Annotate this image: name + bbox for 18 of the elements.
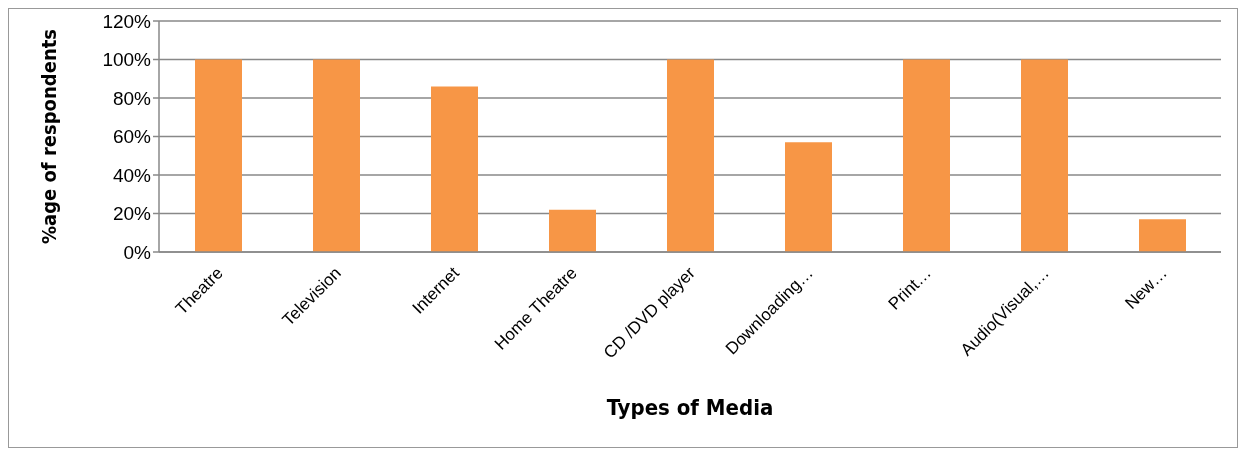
- y-tick-label: 80%: [112, 87, 152, 109]
- y-tick-label: 60%: [112, 126, 152, 148]
- y-tick-label: 0%: [123, 241, 152, 263]
- x-axis-title: Types of Media: [606, 395, 774, 420]
- y-tick-label: 40%: [112, 164, 152, 186]
- bar: [785, 142, 832, 252]
- bar: [313, 59, 360, 252]
- bar: [431, 86, 478, 252]
- y-tick-label: 20%: [112, 203, 152, 225]
- y-axis-title: %age of respondents: [37, 28, 62, 245]
- bar: [195, 59, 242, 252]
- bar: [903, 59, 950, 252]
- y-tick-label: 120%: [102, 10, 152, 32]
- bar: [1021, 59, 1068, 252]
- bar: [1139, 219, 1186, 252]
- bar: [549, 209, 596, 252]
- bar: [667, 59, 714, 252]
- y-tick-label: 100%: [102, 49, 152, 71]
